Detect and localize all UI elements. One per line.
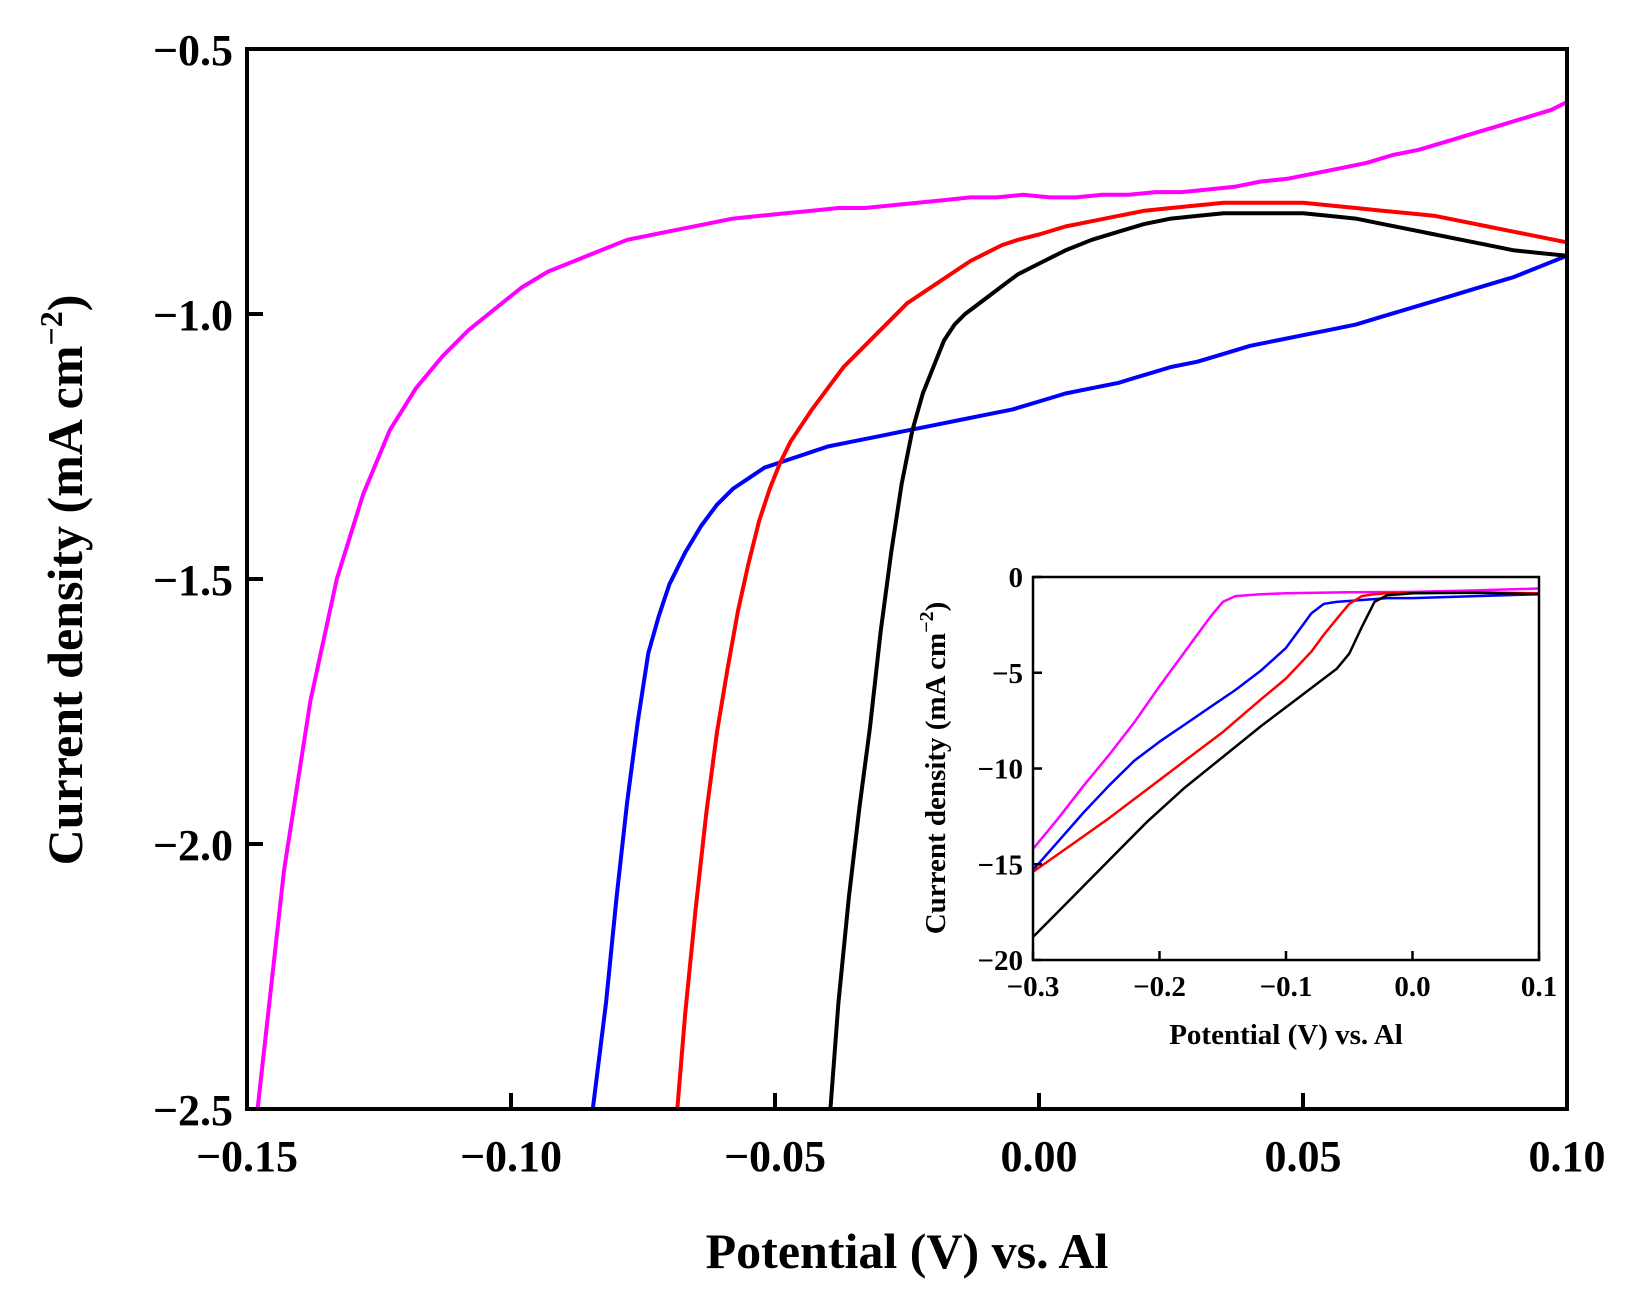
inset-x-tick-label: −0.3 bbox=[1007, 971, 1060, 1003]
main-plot: −0.15 −0.10 −0.05 0.00 0.05 0.10−0.5−1.0−1.5−… bbox=[33, 26, 1606, 1279]
main-series-black bbox=[828, 211, 1567, 1109]
inset-series-group bbox=[1033, 587, 1539, 939]
inset-tick-group: −0.3 −0.2 −0.1 0.0 0.1 0 −5 −10 −15 −20 bbox=[977, 562, 1557, 1003]
inset-y-axis-label-superscript: −2 bbox=[916, 611, 938, 632]
inset-x-tick-label: −0.1 bbox=[1260, 971, 1313, 1003]
inset-series-red bbox=[1033, 591, 1539, 874]
main-y-axis-label-close: ) bbox=[37, 295, 93, 312]
inset-y-axis-label: Current density (mA cm−2) bbox=[916, 602, 952, 935]
inset-x-tick-label: 0.1 bbox=[1521, 971, 1557, 1003]
main-series-red bbox=[675, 200, 1567, 1109]
main-y-axis-label: Current density (mA cm−2) bbox=[33, 295, 93, 866]
inset-plot: −0.3 −0.2 −0.1 0.0 0.1 0 −5 −10 −15 −20 Potential… bbox=[916, 562, 1557, 1051]
inset-x-tick-label: −0.2 bbox=[1133, 971, 1186, 1003]
inset-series-magenta bbox=[1033, 587, 1539, 851]
main-series-blue bbox=[590, 253, 1567, 1109]
inset-x-axis-label: Potential (V) vs. Al bbox=[1169, 1019, 1403, 1051]
main-x-tick-label: 0.10 bbox=[1529, 1132, 1606, 1181]
main-x-tick-label: 0.05 bbox=[1265, 1132, 1342, 1181]
inset-y-axis-label-text: Current density (mA cm bbox=[920, 633, 952, 935]
main-y-tick-label: −2.0 bbox=[153, 821, 233, 870]
inset-series-black bbox=[1033, 591, 1539, 939]
main-series-group bbox=[255, 100, 1567, 1109]
main-x-tick-label: 0.00 bbox=[1001, 1132, 1078, 1181]
main-tick-group: −0.15 −0.10 −0.05 0.00 0.05 0.10−0.5−1.0−1.5−… bbox=[153, 26, 1606, 1181]
main-y-axis-label-text: Current density (mA cm bbox=[37, 346, 93, 866]
inset-y-tick-label: −15 bbox=[977, 849, 1023, 881]
inset-plot-background bbox=[1033, 577, 1539, 960]
main-y-tick-label: −0.5 bbox=[153, 26, 233, 75]
main-y-tick-label: −1.5 bbox=[153, 556, 233, 605]
main-y-axis-label-superscript: −2 bbox=[33, 311, 69, 345]
inset-y-tick-label: −5 bbox=[992, 658, 1023, 690]
main-x-tick-label: −0.15 bbox=[196, 1132, 298, 1181]
main-y-tick-label: −1.0 bbox=[153, 291, 233, 340]
inset-y-tick-label: 0 bbox=[1009, 562, 1024, 594]
main-y-tick-label: −2.5 bbox=[153, 1086, 233, 1135]
inset-y-tick-label: −10 bbox=[977, 754, 1023, 786]
main-x-tick-label: −0.05 bbox=[724, 1132, 826, 1181]
inset-y-axis-label-close: ) bbox=[920, 602, 952, 612]
inset-x-tick-label: 0.0 bbox=[1394, 971, 1430, 1003]
main-x-axis-label: Potential (V) vs. Al bbox=[706, 1223, 1109, 1279]
inset-y-tick-label: −20 bbox=[977, 945, 1023, 977]
main-series-magenta bbox=[255, 100, 1567, 1109]
main-x-tick-label: −0.10 bbox=[460, 1132, 562, 1181]
